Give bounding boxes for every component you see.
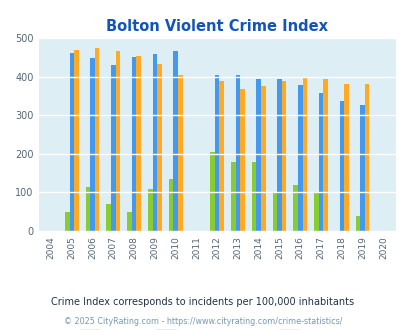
Bar [148,188,152,231]
Bar [235,75,240,231]
Bar [277,79,281,231]
Bar [322,79,327,231]
Bar [219,81,224,231]
Bar [90,58,95,231]
Bar [318,93,322,231]
Bar [339,101,343,231]
Bar [177,75,182,231]
Bar [210,152,214,231]
Bar [214,75,219,231]
Bar [157,64,161,231]
Bar [95,48,99,231]
Bar [260,86,265,231]
Bar [281,81,286,231]
Bar [240,89,244,231]
Bar [111,65,115,231]
Bar [313,193,318,231]
Bar [106,204,111,231]
Bar [115,51,120,231]
Bar [251,161,256,231]
Bar [256,79,260,231]
Bar [230,161,235,231]
Bar [69,53,74,231]
Bar [343,84,348,231]
Bar [132,57,136,231]
Bar [355,215,360,231]
Bar [293,185,297,231]
Bar [65,212,69,231]
Bar [173,51,177,231]
Legend: Bolton, Massachusetts, National: Bolton, Massachusetts, National [76,325,358,330]
Bar [85,186,90,231]
Bar [297,85,302,231]
Text: © 2025 CityRating.com - https://www.cityrating.com/crime-statistics/: © 2025 CityRating.com - https://www.city… [64,317,341,326]
Text: Crime Index corresponds to incidents per 100,000 inhabitants: Crime Index corresponds to incidents per… [51,297,354,307]
Bar [168,179,173,231]
Title: Bolton Violent Crime Index: Bolton Violent Crime Index [106,19,327,34]
Bar [360,105,364,231]
Bar [272,192,277,231]
Bar [136,56,141,231]
Bar [74,50,79,231]
Bar [127,212,132,231]
Bar [364,84,369,231]
Bar [152,54,157,231]
Bar [302,77,307,231]
